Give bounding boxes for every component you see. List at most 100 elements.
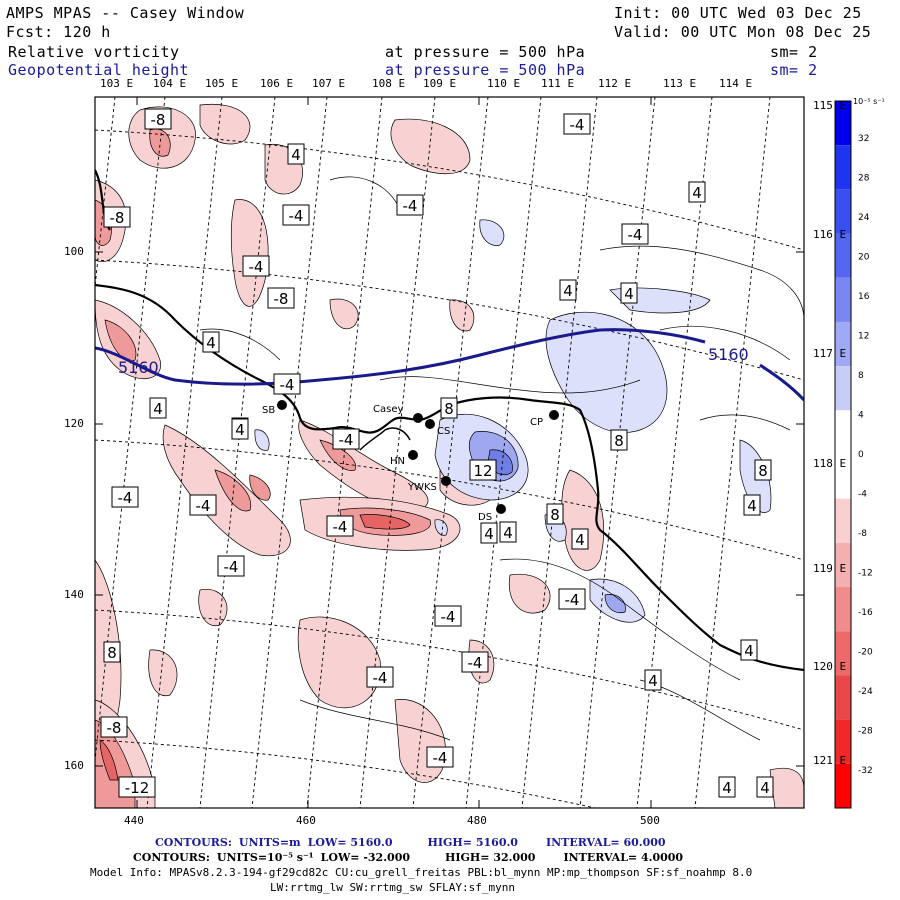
svg-text:4: 4 xyxy=(563,282,573,300)
colorbar-label: 4 xyxy=(858,411,864,421)
vorticity-label: 4 xyxy=(559,279,577,301)
colorbar-segment xyxy=(835,631,851,676)
vorticity-label: 4 xyxy=(743,494,761,516)
forecast-hour: Fcst: 120 h xyxy=(6,23,111,41)
vorticity-label: -4 xyxy=(426,746,454,768)
svg-text:4: 4 xyxy=(648,672,658,690)
colorbar-label: 32 xyxy=(858,134,869,144)
vorticity-label: -4 xyxy=(366,666,394,688)
colorbar-label: 24 xyxy=(858,213,870,223)
vorticity-label: 4 xyxy=(231,418,249,440)
svg-text:-4: -4 xyxy=(333,518,348,536)
colorbar-segment xyxy=(835,410,851,455)
svg-text:8: 8 xyxy=(614,432,624,450)
axis-ticks xyxy=(95,97,804,808)
field2-level: at pressure = 500 hPa xyxy=(385,61,586,79)
colorbar-segment xyxy=(835,189,851,234)
vorticity-label: -8 xyxy=(103,206,131,228)
lon-label-top: 114 E xyxy=(719,77,753,90)
svg-text:4: 4 xyxy=(722,779,732,797)
svg-text:-12: -12 xyxy=(125,779,150,797)
vorticity-label: 8 xyxy=(440,397,458,419)
footer-height-contours: CONTOURS: UNITS=m LOW= 5160.0 HIGH= 5160… xyxy=(155,836,666,849)
svg-text:-4: -4 xyxy=(280,376,295,394)
vorticity-label: 4 xyxy=(480,522,498,544)
svg-text:-4: -4 xyxy=(441,608,456,626)
plot-frame xyxy=(94,96,805,809)
station-markers: SB Casey CS HN YWKS DS CP xyxy=(262,400,559,523)
vorticity-label: -8 xyxy=(100,716,128,738)
field2-smoothing: sm= 2 xyxy=(770,61,818,79)
svg-text:4: 4 xyxy=(575,531,585,549)
vorticity-label: 4 xyxy=(202,331,220,353)
colorbar-unit: 10⁻⁵ s⁻¹ xyxy=(853,97,885,106)
lon-label-top: 111 E xyxy=(541,77,575,90)
lon-label-top: 107 E xyxy=(312,77,346,90)
station-ds: DS xyxy=(478,504,506,523)
vorticity-label: -4 xyxy=(282,204,310,226)
station-sb: SB xyxy=(262,400,287,416)
svg-text:4: 4 xyxy=(692,184,702,202)
lon-label-top: 106 E xyxy=(260,77,294,90)
lon-label-right: 118 E xyxy=(813,457,847,470)
vorticity-label: -4 xyxy=(461,651,489,673)
colorbar-segment xyxy=(835,763,851,808)
vorticity-label: -4 xyxy=(396,194,424,216)
svg-text:-4: -4 xyxy=(373,669,388,687)
colorbar-segment xyxy=(835,587,851,632)
vorticity-label: 4 xyxy=(499,521,517,543)
lon-label-right: 121 E xyxy=(813,754,847,767)
vorticity-label: 4 xyxy=(740,639,758,661)
svg-text:4: 4 xyxy=(760,779,770,797)
vorticity-label: 4 xyxy=(644,669,662,691)
vorticity-label: -4 xyxy=(273,373,301,395)
vorticity-label: -4 xyxy=(621,223,649,245)
svg-text:4: 4 xyxy=(747,497,757,515)
height-contour-5160 xyxy=(95,328,706,386)
colorbar-label: 12 xyxy=(858,332,869,342)
colorbar-segment xyxy=(835,366,851,411)
vorticity-label: 4 xyxy=(287,143,305,165)
svg-text:8: 8 xyxy=(758,462,768,480)
svg-text:8: 8 xyxy=(550,506,560,524)
svg-text:-4: -4 xyxy=(628,226,643,244)
svg-text:4: 4 xyxy=(235,421,245,439)
svg-text:12: 12 xyxy=(473,462,492,480)
vorticity-label: 4 xyxy=(756,776,774,798)
vorticity-label: 8 xyxy=(754,459,772,481)
vorticity-label: 4 xyxy=(571,528,589,550)
colorbar-segment xyxy=(835,719,851,764)
map-title: AMPS MPAS -- Casey Window xyxy=(6,4,245,22)
x-axis-label: 460 xyxy=(296,814,316,827)
svg-text:Casey: Casey xyxy=(373,404,403,415)
lon-label-right: 119 E xyxy=(813,562,847,575)
colorbar-label: 20 xyxy=(858,253,870,263)
svg-text:-4: -4 xyxy=(196,497,211,515)
svg-text:-4: -4 xyxy=(249,258,264,276)
colorbar-segment xyxy=(835,145,851,190)
vorticity-label: 12 xyxy=(469,459,497,481)
svg-text:-4: -4 xyxy=(433,749,448,767)
lon-label-top: 112 E xyxy=(598,77,632,90)
field1-level: at pressure = 500 hPa xyxy=(385,43,586,61)
colorbar-segment xyxy=(835,675,851,720)
colorbar-label: -24 xyxy=(858,687,873,697)
svg-text:-4: -4 xyxy=(403,197,418,215)
footer-model-info: Model Info: MPASv8.2.3-194-gf29cd82c CU:… xyxy=(90,866,753,879)
svg-text:-4: -4 xyxy=(289,207,304,225)
station-ywks: YWKS xyxy=(407,476,451,493)
field2-name: Geopotential height xyxy=(8,61,190,79)
lon-label-top: 108 E xyxy=(372,77,406,90)
svg-text:HN: HN xyxy=(390,456,405,467)
height-label-west: 5160 xyxy=(118,358,159,377)
colorbar: 32 28 24 20 16 12 8 4 0 -4 -8 -12 -16 -20 -24 -28 -32 10⁻… xyxy=(834,97,885,809)
station-cp: CP xyxy=(530,410,559,428)
colorbar-label: -12 xyxy=(858,569,873,579)
x-axis-label: 500 xyxy=(640,814,660,827)
footer-model-info-2: LW:rrtmg_lw SW:rrtmg_sw SFLAY:sf_mynn xyxy=(270,881,516,894)
valid-time: Valid: 00 UTC Mon 08 Dec 25 xyxy=(614,23,872,41)
lon-label-top: 105 E xyxy=(205,77,239,90)
vorticity-label: -4 xyxy=(563,113,591,135)
colorbar-label: -8 xyxy=(858,529,867,539)
